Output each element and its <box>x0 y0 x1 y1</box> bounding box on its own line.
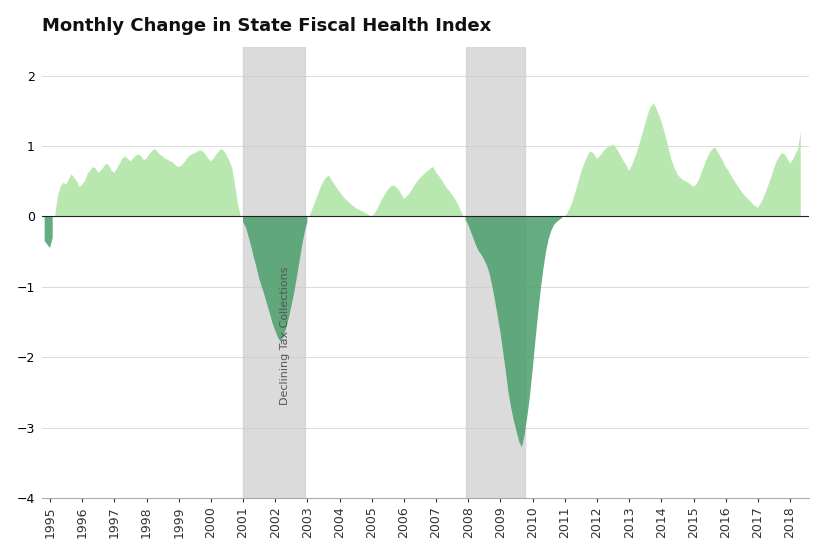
Bar <box>243 47 305 498</box>
Text: Monthly Change in State Fiscal Health Index: Monthly Change in State Fiscal Health In… <box>42 17 491 34</box>
Bar <box>466 47 525 498</box>
Text: Declining Tax Collections: Declining Tax Collections <box>280 267 290 405</box>
